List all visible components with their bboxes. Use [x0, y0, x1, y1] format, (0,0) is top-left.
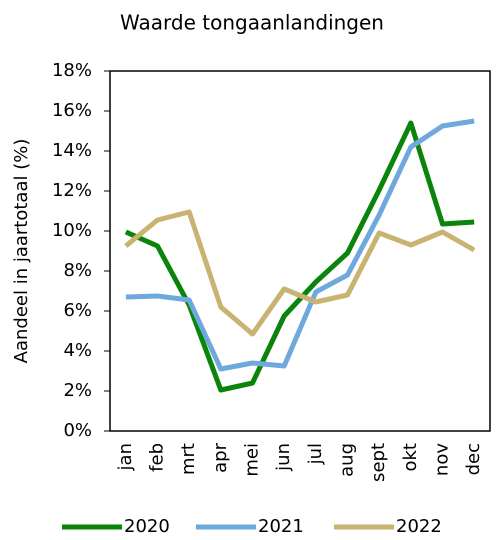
x-tick-label: feb — [147, 443, 168, 472]
data-line — [124, 209, 476, 337]
chart-title: Waarde tongaanlandingen — [120, 11, 384, 35]
x-tick-label: aug — [337, 443, 358, 477]
y-tick-label: 4% — [63, 340, 92, 361]
legend-label: 2020 — [124, 516, 170, 537]
y-tick-label: 14% — [52, 140, 92, 161]
y-axis-label: Aandeel in jaartotaal (%) — [11, 139, 32, 364]
y-tick-label: 0% — [63, 420, 92, 441]
y-tick-label: 12% — [52, 180, 92, 201]
x-tick-label: jul — [305, 443, 326, 465]
plot-frame — [109, 70, 491, 432]
x-tick-label: okt — [400, 443, 421, 472]
x-tick-label: nov — [432, 443, 453, 476]
y-tick-label: 18% — [52, 60, 92, 81]
x-tick-label: apr — [210, 442, 231, 472]
x-tick-label: mrt — [178, 443, 199, 475]
y-tick-label: 8% — [63, 260, 92, 281]
data-line — [124, 120, 475, 393]
y-tick-label: 6% — [63, 300, 92, 321]
y-tick-label: 2% — [63, 380, 92, 401]
legend-label: 2021 — [258, 516, 304, 537]
y-tick-label: 16% — [52, 100, 92, 121]
y-tick-label: 10% — [52, 220, 92, 241]
x-tick-label: mei — [242, 443, 263, 477]
data-line — [125, 118, 475, 372]
x-tick-label: jun — [273, 443, 294, 472]
x-tick-label: dec — [463, 443, 484, 475]
legend-label: 2022 — [396, 516, 442, 537]
x-tick-label: sept — [368, 443, 389, 482]
x-tick-label: jan — [115, 443, 136, 471]
